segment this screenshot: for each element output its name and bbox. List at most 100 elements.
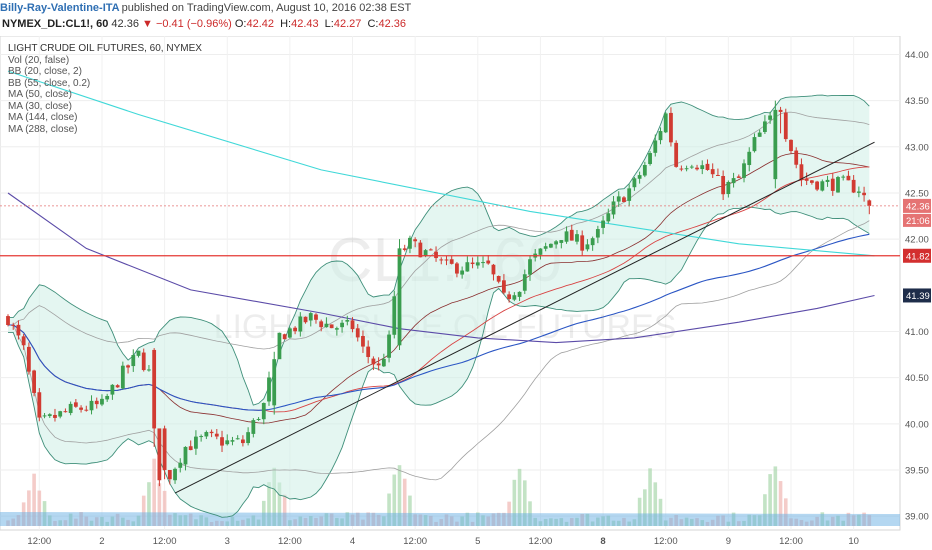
candle-body: [79, 407, 83, 410]
countdown-tag: [903, 213, 931, 227]
time-axis[interactable]: 12:00 2 12:00 3 12:00 4 12:00 5 12:00 8 12:00 9 12:0…: [27, 536, 858, 547]
price-tick-label: 39.50: [905, 465, 929, 476]
candle-body: [747, 151, 752, 166]
candle-body: [481, 262, 485, 264]
volume-bar: [141, 495, 146, 526]
candle-body: [632, 178, 637, 188]
price-axis[interactable]: 44.00 43.50 43.00 42.50 42.00 41.00 40.50 40.00…: [903, 50, 931, 523]
volume-bar: [643, 489, 647, 526]
legend-item[interactable]: BB (55, close, 0.2): [8, 77, 91, 89]
candle-body: [611, 201, 616, 215]
publication-header: Billy-Ray-Valentine-ITA published on Trad…: [0, 0, 411, 16]
candle-body: [58, 411, 63, 417]
author-link[interactable]: Billy-Ray-Valentine-ITA: [0, 2, 120, 14]
candle-body: [789, 139, 793, 152]
time-tick-label: 12:00: [529, 536, 553, 547]
ma288-line: [7, 192, 875, 344]
candle-body: [397, 248, 402, 346]
candle-body: [846, 175, 851, 181]
high-label: H:: [280, 18, 292, 30]
candle-body: [136, 350, 141, 356]
price-tick-label: 42.00: [905, 235, 929, 246]
candle-body: [444, 259, 449, 261]
volume-ma-area: [0, 512, 900, 526]
volume-pane: [0, 458, 900, 526]
candle-body: [601, 220, 605, 228]
candle-body: [6, 316, 10, 326]
price-tag-label: 41.82: [906, 251, 930, 262]
candle-body: [63, 411, 68, 413]
candle-body: [559, 240, 564, 243]
price-change: ▼ −0.41 (−0.96%): [142, 18, 232, 30]
legend-item[interactable]: MA (144, close): [8, 112, 78, 123]
candle-body: [705, 163, 710, 171]
candle-body: [862, 192, 866, 196]
candle-body: [517, 291, 522, 297]
volume-bar: [282, 494, 287, 526]
candle-body: [512, 295, 517, 300]
volume-bar: [783, 498, 788, 526]
legend-item[interactable]: MA (30, close): [8, 100, 72, 112]
time-tick-label: 12:00: [27, 536, 51, 547]
volume-bar: [517, 468, 522, 526]
symbol-label[interactable]: NYMEX_DL:CL1!, 60: [2, 18, 109, 30]
indicator-layer: [7, 70, 875, 518]
candle-body: [836, 177, 840, 193]
candle-body: [188, 446, 193, 451]
volume-bar: [778, 481, 783, 526]
legend-item[interactable]: BB (20, close, 2): [8, 66, 82, 77]
legend-item[interactable]: Vol (20, false): [8, 54, 70, 66]
candle-body: [804, 178, 809, 181]
candle-body: [648, 153, 652, 165]
price-tick-label: 41.00: [905, 327, 929, 338]
time-tick-label: 5: [475, 536, 480, 547]
candle-body: [721, 176, 726, 195]
candle-body: [183, 446, 188, 465]
volume-bar: [397, 465, 402, 526]
candle-body: [16, 324, 21, 336]
candle-body: [434, 251, 438, 259]
candle-body: [830, 178, 835, 191]
candle-body: [799, 164, 804, 181]
candle-body: [115, 385, 120, 388]
candle-body: [794, 150, 799, 165]
time-tick-label: 10: [848, 536, 859, 547]
close-value: 42.36: [378, 18, 406, 30]
candle-body: [157, 428, 162, 481]
candle-body: [825, 179, 830, 182]
time-tick-label: 3: [225, 536, 230, 547]
candle-body: [32, 370, 36, 393]
time-tick-label: 12:00: [403, 536, 427, 547]
candle-body: [867, 200, 872, 206]
candle-body: [11, 324, 16, 326]
price-tick-label: 42.50: [905, 188, 929, 199]
candle-body: [778, 109, 783, 112]
candle-body: [319, 321, 324, 328]
volume-bar: [522, 480, 527, 526]
time-tick-label: 9: [726, 536, 731, 547]
legend-item[interactable]: MA (50, close): [8, 89, 72, 100]
candle-body: [538, 248, 543, 255]
candle-body: [235, 438, 240, 440]
candle-body: [689, 166, 694, 168]
candle-body: [387, 334, 391, 358]
candle-body: [684, 168, 689, 170]
volume-bar: [387, 493, 391, 526]
candle-body: [68, 403, 73, 414]
bollinger-upper: [8, 94, 870, 406]
time-tick-label: 12:00: [779, 536, 803, 547]
price-chart[interactable]: CL1!, 60 LIGHT CRUDE OIL FUTURES 44.0043…: [0, 36, 932, 550]
candle-body: [204, 432, 209, 437]
candle-body: [256, 418, 261, 420]
price-tick-label: 40.00: [905, 419, 929, 430]
candle-body: [622, 197, 626, 203]
candle-body: [663, 113, 668, 133]
indicator-legend: LIGHT CRUDE OIL FUTURES, 60, NYMEX Vol (…: [8, 43, 202, 135]
candle-body: [763, 121, 767, 133]
candle-body: [413, 239, 418, 242]
candle-body: [820, 181, 825, 191]
legend-item[interactable]: MA (288, close): [8, 123, 78, 135]
candle-body: [700, 165, 705, 170]
candle-body: [606, 213, 611, 222]
candle-body: [298, 316, 303, 332]
